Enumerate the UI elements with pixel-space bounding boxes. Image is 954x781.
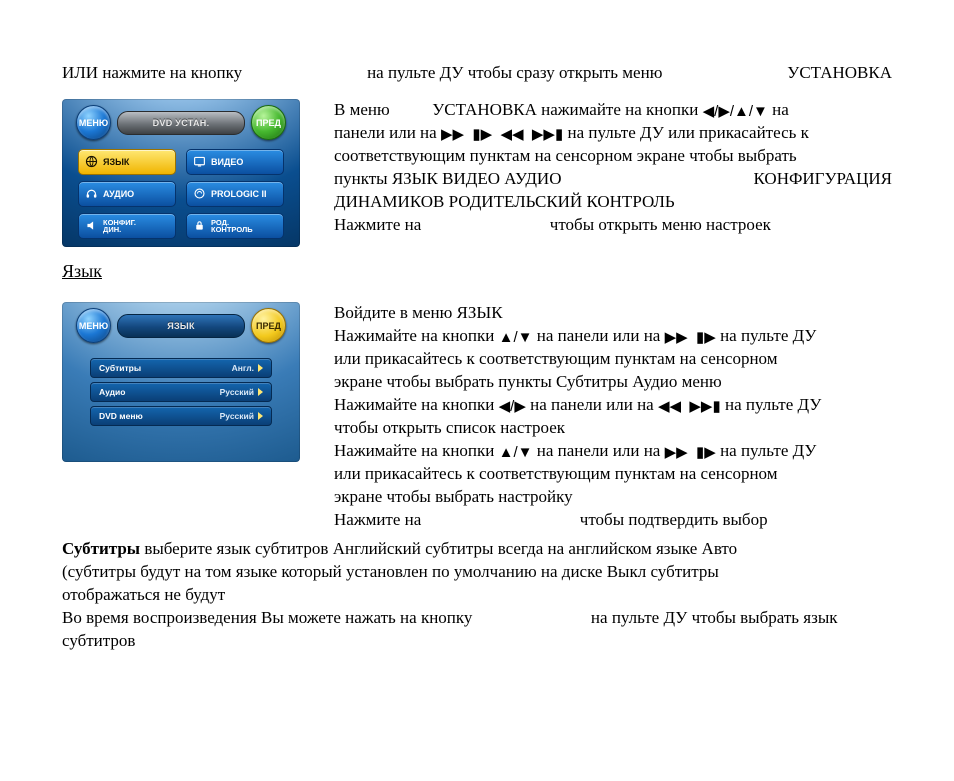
device-menu-button[interactable]: МЕНЮ xyxy=(76,105,111,140)
device-row-key: Аудио xyxy=(99,387,125,397)
nav-leftright-icon: ◀/▶ xyxy=(499,398,526,415)
headphones-icon xyxy=(85,187,98,200)
nav-updown-icon: ▲/▼ xyxy=(499,329,533,346)
row1-mid: на пульте ДУ чтобы сразу открыть меню xyxy=(367,62,662,85)
globe-icon xyxy=(85,155,98,168)
chevron-right-icon xyxy=(258,388,263,396)
device-row-value: Англ. xyxy=(232,363,254,373)
device-back-button[interactable]: ПРЕД xyxy=(251,105,286,140)
device-item-label: РОД.КОНТРОЛЬ xyxy=(211,219,253,233)
chevron-right-icon xyxy=(258,364,263,372)
device-item-label: PROLOGIC II xyxy=(211,189,267,199)
speaker-icon xyxy=(85,219,98,232)
device-list-row[interactable]: Субтитры Англ. xyxy=(90,358,272,378)
transport-icons: ▶▶ ▮▶ ◀◀ ▶▶▮ xyxy=(441,126,563,143)
device-row-value: Русский xyxy=(220,411,254,421)
device-item-language[interactable]: ЯЗЫК xyxy=(78,149,176,175)
paragraph-subtitles: Субтитры выберите язык субтитров Английс… xyxy=(62,538,892,653)
device-item-label: КОНФИГ.ДИН. xyxy=(103,219,136,233)
heading-language: Язык xyxy=(62,261,892,282)
transport-fwd-icon: ▶▶ ▮▶ xyxy=(665,329,716,346)
device-screenshot-language: МЕНЮ ЯЗЫК ПРЕД Субтитры Англ. Аудио Русс… xyxy=(62,302,300,462)
screen-icon xyxy=(193,155,206,168)
device-row-value: Русский xyxy=(220,387,254,397)
paragraph-setup: В меню УСТАНОВКА нажимайте на кнопки ◀/▶… xyxy=(334,99,892,237)
device-back-button[interactable]: ПРЕД xyxy=(251,308,286,343)
device-list-row[interactable]: Аудио Русский xyxy=(90,382,272,402)
device-list-row[interactable]: DVD меню Русский xyxy=(90,406,272,426)
row-1: ИЛИ нажмите на кнопку на пульте ДУ чтобы… xyxy=(62,62,892,85)
device-item-parental[interactable]: РОД.КОНТРОЛЬ xyxy=(186,213,284,239)
label-subtitles: Субтитры xyxy=(62,539,140,558)
device-screenshot-dvd-setup: МЕНЮ DVD УСТАН. ПРЕД ЯЗЫК ВИДЕО xyxy=(62,99,300,247)
nav-updown-icon: ▲/▼ xyxy=(499,444,533,461)
lock-icon xyxy=(193,219,206,232)
device-item-video[interactable]: ВИДЕО xyxy=(186,149,284,175)
paragraph-language: Войдите в меню ЯЗЫК Нажимайте на кнопки … xyxy=(334,302,892,532)
device-item-speaker-config[interactable]: КОНФИГ.ДИН. xyxy=(78,213,176,239)
device-item-label: ЯЗЫК xyxy=(103,157,129,167)
device-row-key: DVD меню xyxy=(99,411,143,421)
device-row-key: Субтитры xyxy=(99,363,141,373)
row1-right: УСТАНОВКА xyxy=(787,62,892,85)
device-menu-button[interactable]: МЕНЮ xyxy=(76,308,111,343)
row1-left: ИЛИ нажмите на кнопку xyxy=(62,62,242,85)
transport-rev-icon: ◀◀ ▶▶▮ xyxy=(658,398,721,415)
device-item-audio[interactable]: АУДИО xyxy=(78,181,176,207)
prologic-icon xyxy=(193,187,206,200)
nav-arrows-icon: ◀/▶/▲/▼ xyxy=(703,103,768,120)
device-title-pill: DVD УСТАН. xyxy=(117,111,245,135)
device-item-label: ВИДЕО xyxy=(211,157,243,167)
transport-fwd-icon: ▶▶ ▮▶ xyxy=(665,444,716,461)
device-item-label: АУДИО xyxy=(103,189,134,199)
device-item-prologic[interactable]: PROLOGIC II xyxy=(186,181,284,207)
chevron-right-icon xyxy=(258,412,263,420)
device-title-pill: ЯЗЫК xyxy=(117,314,245,338)
